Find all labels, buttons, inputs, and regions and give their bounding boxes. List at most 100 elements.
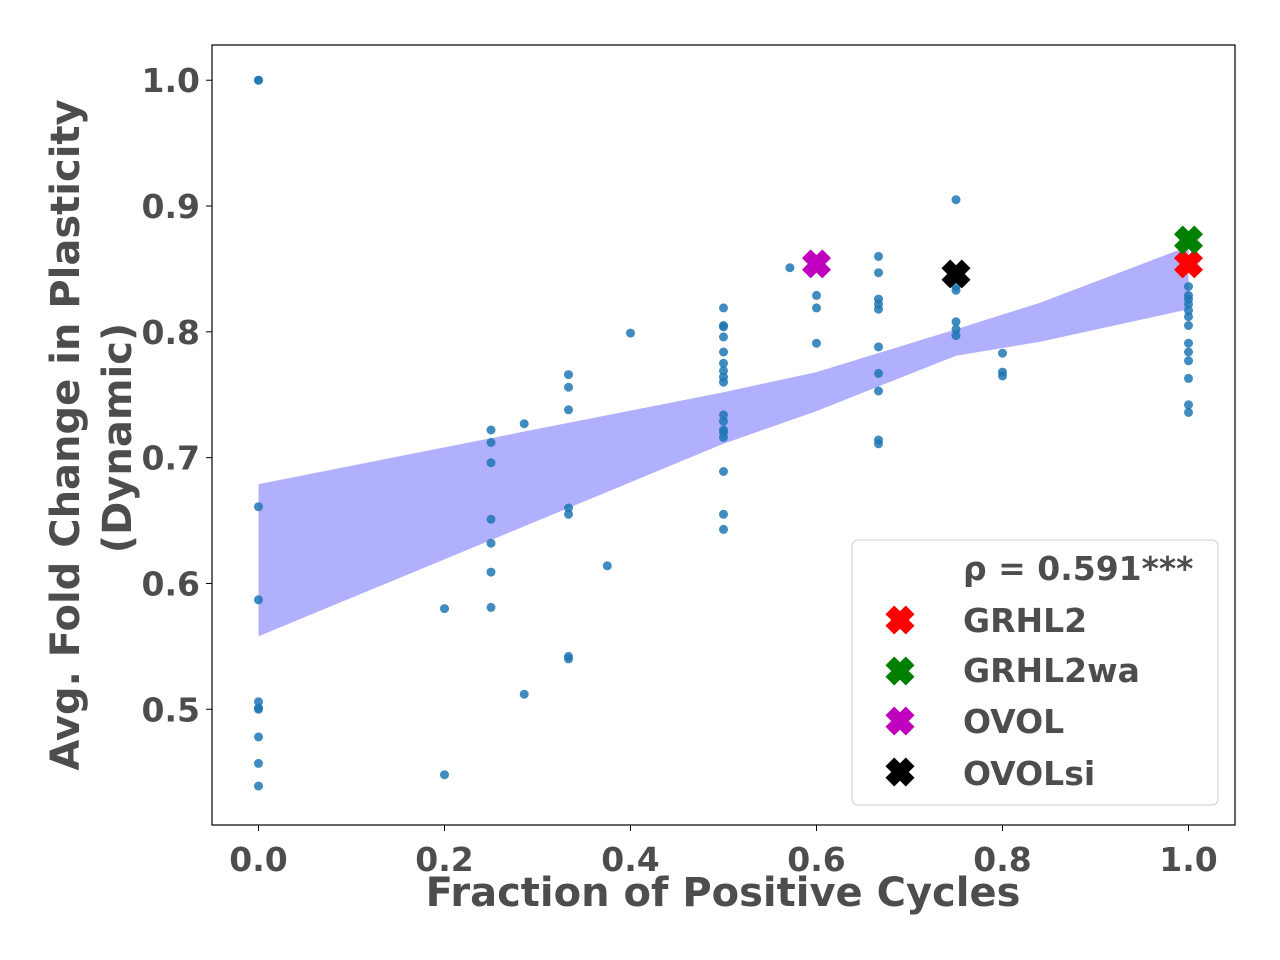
data-point [486,602,496,612]
x-tick-label: 0.6 [787,840,845,879]
data-point [874,342,883,352]
data-point [602,561,612,571]
data-point [951,317,961,327]
data-point [719,322,728,332]
data-point [951,285,961,295]
legend-marker-ovol [885,706,915,736]
highlight-marker-ovolsi [941,259,971,289]
data-point [626,328,635,338]
data-point [486,514,496,524]
data-point [719,377,728,387]
data-point [254,595,263,605]
data-point [1184,306,1193,315]
data-point [1184,321,1193,330]
data-point [719,433,728,442]
data-point [1184,347,1193,357]
y-axis-title-line2: (Dynamic) [95,323,141,553]
data-point [1184,299,1193,309]
data-point [519,419,529,429]
data-point [719,410,728,420]
data-point [564,382,573,392]
y-tick-label: 0.9 [142,187,200,226]
y-axis-title-line1: Avg. Fold Change in Plasticity [43,99,89,770]
data-point [486,425,496,435]
legend-marker-ovolsi [885,757,915,787]
data-point [719,366,728,376]
data-point [564,509,573,519]
legend-label-grhl2: GRHL2 [963,601,1087,640]
data-point [1184,312,1193,322]
highlight-marker-grhl2wa [1173,225,1204,255]
data-point [519,689,529,699]
data-point [254,781,263,791]
x-axis-ticks: 0.0 0.2 0.4 0.6 0.8 1.0 [229,825,1218,879]
data-point [785,263,795,273]
data-point [1184,407,1193,417]
data-point [254,75,263,85]
data-point [254,758,263,768]
data-point [951,331,961,341]
data-point [564,654,573,664]
legend-label-grhl2wa: GRHL2wa [963,651,1140,690]
data-point [486,438,496,447]
legend-marker-grhl2 [885,605,915,635]
data-point [254,502,263,512]
data-point [719,303,728,313]
data-point [719,332,728,342]
data-point [1184,282,1193,291]
legend-markers [885,605,915,787]
plot-frame [211,44,1236,826]
data-point [719,416,728,426]
highlight-marker-grhl2 [1173,249,1204,279]
legend: ρ = 0.591*** GRHL2 GRHL2wa OVOL OVOLsi [851,539,1219,806]
data-point [254,697,263,707]
data-point [812,338,821,348]
data-point [951,324,961,334]
data-point [440,604,449,614]
y-axis-ticks: 0.5 0.6 0.7 0.8 0.9 1.0 [142,61,212,729]
data-point [1184,338,1193,348]
y-tick-label: 0.6 [142,564,200,603]
data-point [1184,373,1193,383]
data-point [951,195,961,205]
data-point [874,251,883,261]
x-tick-label: 0.0 [229,840,287,879]
data-point [719,467,728,476]
y-tick-label: 0.5 [142,690,200,729]
data-point [254,704,263,714]
data-point [719,358,728,368]
data-point [874,386,883,396]
data-point [719,509,728,519]
data-point [1184,400,1193,410]
x-tick-label: 0.2 [415,840,473,879]
data-point [486,458,496,468]
data-points [254,75,1193,791]
y-tick-label: 1.0 [142,61,200,100]
data-point [812,290,821,300]
legend-label-ovol: OVOL [963,702,1064,741]
data-point [812,303,821,313]
highlighted-conditions [801,225,1204,289]
data-point [486,567,496,577]
data-point [564,370,573,380]
legend-correlation-text: ρ = 0.591*** [963,549,1193,588]
x-tick-label: 0.8 [973,840,1031,879]
data-point [998,371,1007,381]
x-tick-label: 1.0 [1159,840,1217,879]
highlight-marker-ovol [801,249,832,279]
data-point [254,732,263,742]
x-tick-label: 0.4 [601,840,659,879]
data-point [564,405,573,415]
y-tick-label: 0.7 [142,439,200,478]
data-point [874,304,883,314]
data-point [719,524,728,534]
data-point [998,348,1007,358]
data-point [874,439,883,449]
x-axis-title: Fraction of Positive Cycles [426,870,1021,916]
data-point [440,770,449,780]
data-point [874,368,883,378]
legend-box [851,539,1219,806]
data-point [874,268,883,278]
